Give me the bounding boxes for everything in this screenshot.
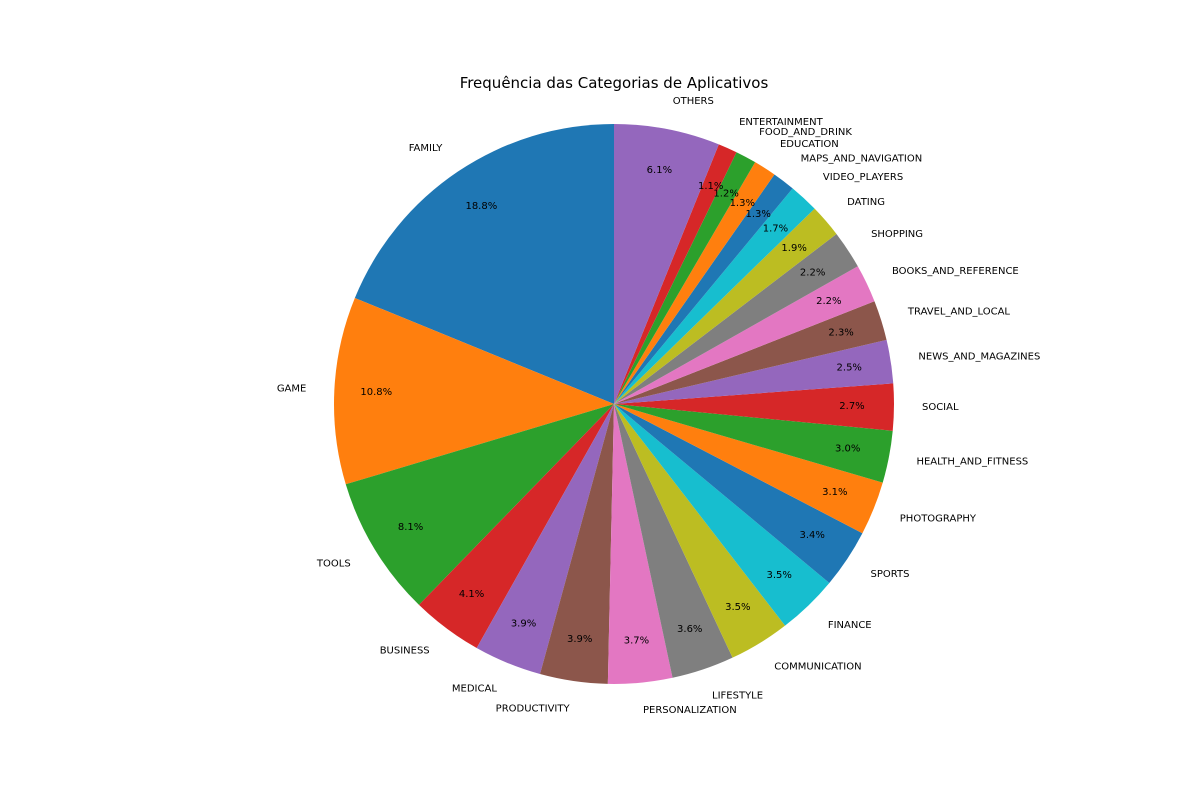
slice-food-and-drink <box>614 152 756 404</box>
category-label-books-and-reference: BOOKS_AND_REFERENCE <box>892 266 1019 277</box>
category-label-entertainment: ENTERTAINMENT <box>739 117 823 128</box>
category-label-photography: PHOTOGRAPHY <box>900 513 977 524</box>
pie-slices <box>333 124 895 684</box>
percent-label-maps-and-navigation: 1.3% <box>746 209 771 220</box>
percent-label-lifestyle: 3.6% <box>677 624 702 635</box>
category-label-maps-and-navigation: MAPS_AND_NAVIGATION <box>801 153 923 164</box>
percent-label-communication: 3.5% <box>725 602 750 613</box>
percent-label-education: 1.3% <box>730 198 755 209</box>
category-label-video-players: VIDEO_PLAYERS <box>823 172 903 183</box>
slice-communication <box>614 404 786 658</box>
slice-shopping <box>614 233 858 404</box>
category-label-education: EDUCATION <box>780 139 839 150</box>
slice-maps-and-navigation <box>614 174 793 404</box>
category-label-game: GAME <box>277 383 307 394</box>
category-label-finance: FINANCE <box>828 620 872 631</box>
category-label-news-and-magazines: NEWS_AND_MAGAZINES <box>918 352 1040 363</box>
slice-others <box>614 124 719 404</box>
category-label-health-and-fitness: HEALTH_AND_FITNESS <box>916 457 1028 468</box>
category-label-travel-and-local: TRAVEL_AND_LOCAL <box>907 306 1011 317</box>
category-label-lifestyle: LIFESTYLE <box>712 690 763 701</box>
percent-label-travel-and-local: 2.3% <box>828 327 853 338</box>
percent-label-tools: 8.1% <box>398 522 423 533</box>
slice-health-and-fitness <box>614 404 893 483</box>
slice-photography <box>614 404 883 534</box>
percent-label-sports: 3.4% <box>800 530 825 541</box>
percent-label-game: 10.8% <box>360 387 392 398</box>
category-label-family: FAMILY <box>409 143 443 154</box>
category-label-medical: MEDICAL <box>452 683 497 694</box>
slice-productivity <box>540 404 614 684</box>
percent-label-productivity: 3.9% <box>567 634 592 645</box>
category-label-tools: TOOLS <box>316 558 351 569</box>
percent-label-food-and-drink: 1.2% <box>713 189 738 200</box>
slice-personalization <box>607 404 673 684</box>
category-label-business: BUSINESS <box>380 645 430 656</box>
category-label-shopping: SHOPPING <box>871 229 923 240</box>
slice-family <box>354 124 614 404</box>
category-label-sports: SPORTS <box>871 569 910 580</box>
percent-label-video-players: 1.7% <box>763 224 788 235</box>
percent-label-entertainment: 1.1% <box>698 181 723 192</box>
percent-label-others: 6.1% <box>647 165 672 176</box>
slice-news-and-magazines <box>614 339 894 404</box>
slice-travel-and-local <box>614 301 887 404</box>
category-label-food-and-drink: FOOD_AND_DRINK <box>759 127 852 138</box>
percent-label-social: 2.7% <box>839 401 864 412</box>
category-label-others: OTHERS <box>673 96 714 107</box>
slice-medical <box>476 404 614 675</box>
percent-label-business: 4.1% <box>459 589 484 600</box>
percent-label-finance: 3.5% <box>767 570 792 581</box>
percent-label-family: 18.8% <box>465 201 497 212</box>
slice-game <box>333 297 614 485</box>
slice-lifestyle <box>614 404 733 678</box>
slice-entertainment <box>614 144 737 405</box>
category-label-personalization: PERSONALIZATION <box>643 705 737 716</box>
slice-sports <box>614 404 863 583</box>
percent-label-photography: 3.1% <box>822 487 847 498</box>
percent-label-shopping: 2.2% <box>800 267 825 278</box>
category-label-social: SOCIAL <box>922 402 959 413</box>
slice-business <box>418 404 614 649</box>
slice-dating <box>614 208 837 404</box>
slice-finance <box>614 404 830 626</box>
category-label-dating: DATING <box>847 197 885 208</box>
percent-label-news-and-magazines: 2.5% <box>837 362 862 373</box>
percent-label-dating: 1.9% <box>781 243 806 254</box>
category-label-productivity: PRODUCTIVITY <box>496 703 571 714</box>
slice-tools <box>345 404 614 605</box>
slice-books-and-reference <box>614 266 875 404</box>
slice-education <box>614 162 775 404</box>
slice-social <box>614 383 895 431</box>
slice-video-players <box>614 188 815 404</box>
chart-title: Frequência das Categorias de Aplicativos <box>460 74 769 92</box>
category-labels: FAMILY GAME TOOLS BUSINESS MEDICAL PRODUCTIVI… <box>277 96 1040 716</box>
percent-label-medical: 3.9% <box>511 619 536 630</box>
percent-label-books-and-reference: 2.2% <box>816 296 841 307</box>
category-label-communication: COMMUNICATION <box>774 662 861 673</box>
percent-label-health-and-fitness: 3.0% <box>835 444 860 455</box>
percent-labels: 18.8% 10.8% 8.1% 4.1% 3.9% 3.9% 3.7% 3.6% 3.5% 3.… <box>360 165 864 647</box>
percent-label-personalization: 3.7% <box>624 635 649 646</box>
